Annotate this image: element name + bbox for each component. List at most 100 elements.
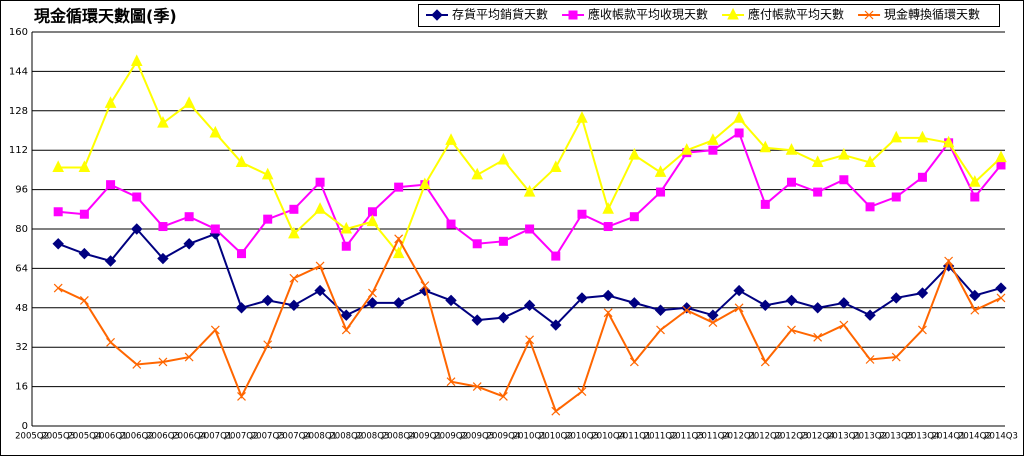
x-tick-label: 2010Q4 xyxy=(591,432,625,442)
legend-marker xyxy=(727,7,739,20)
legend-marker xyxy=(431,9,443,21)
data-point xyxy=(131,223,143,235)
data-point xyxy=(891,352,901,362)
data-point xyxy=(603,308,613,318)
data-point xyxy=(158,222,168,232)
data-point xyxy=(734,128,744,138)
x-tick-label: 2011Q4 xyxy=(696,432,730,442)
data-point xyxy=(813,187,823,197)
data-point xyxy=(315,261,325,271)
data-point xyxy=(551,406,561,416)
data-point xyxy=(368,288,377,298)
data-point xyxy=(106,180,116,190)
data-point xyxy=(760,199,770,209)
data-point xyxy=(656,187,666,197)
data-point xyxy=(498,392,508,401)
x-tick-label: 2014Q2 xyxy=(958,432,992,442)
data-point xyxy=(654,304,667,316)
x-tick-label: 2011Q1 xyxy=(617,432,651,442)
data-point xyxy=(235,155,248,168)
data-point xyxy=(471,314,483,326)
data-point xyxy=(210,325,220,335)
y-tick-label: 16 xyxy=(15,382,28,393)
data-point xyxy=(210,224,220,234)
data-point xyxy=(603,222,613,232)
data-point xyxy=(654,165,667,177)
data-point xyxy=(629,357,639,367)
data-point xyxy=(183,238,195,250)
data-point xyxy=(891,192,901,202)
data-point xyxy=(682,305,692,315)
data-point xyxy=(498,236,508,246)
data-point xyxy=(708,145,718,155)
data-point xyxy=(445,294,457,307)
data-point xyxy=(394,234,404,244)
y-tick-label: 128 xyxy=(9,106,28,117)
data-point xyxy=(577,387,587,396)
data-point xyxy=(340,309,352,321)
data-point xyxy=(104,96,117,108)
data-point xyxy=(996,293,1006,303)
x-tick-label: 2010Q2 xyxy=(539,432,573,442)
x-tick-label: 2013Q4 xyxy=(906,432,940,442)
data-point xyxy=(628,148,641,160)
data-point xyxy=(811,302,824,314)
legend-label: 應收帳款平均收現天數 xyxy=(588,7,708,22)
y-tick-label: 0 xyxy=(22,421,28,432)
data-point xyxy=(838,297,850,309)
data-point xyxy=(839,320,849,330)
data-point xyxy=(759,140,772,153)
data-point xyxy=(944,256,954,266)
data-point xyxy=(472,239,482,249)
data-point xyxy=(733,284,745,297)
data-point xyxy=(602,202,614,214)
data-point xyxy=(970,305,980,315)
data-point xyxy=(366,214,379,227)
data-point xyxy=(445,133,457,145)
data-point xyxy=(890,292,902,304)
y-tick-label: 160 xyxy=(9,27,28,38)
legend-label: 應付帳款平均天數 xyxy=(748,7,844,22)
x-tick-label: 2013Q1 xyxy=(827,432,861,442)
data-point xyxy=(707,133,719,145)
x-tick-label: 2006Q4 xyxy=(172,432,206,442)
data-point xyxy=(392,297,405,309)
x-tick-label: 2007Q3 xyxy=(251,432,285,442)
data-point xyxy=(183,96,195,108)
data-point xyxy=(917,172,927,182)
data-point xyxy=(995,282,1007,294)
data-point xyxy=(106,337,115,347)
data-point xyxy=(130,54,143,67)
x-tick-label: 2005Q4 xyxy=(68,432,102,442)
data-point xyxy=(158,357,168,367)
data-point xyxy=(629,212,639,222)
legend-marker xyxy=(864,10,874,20)
data-point xyxy=(104,255,117,267)
data-point xyxy=(549,160,562,172)
data-point xyxy=(918,325,927,335)
x-tick-label: 2006Q3 xyxy=(146,432,180,442)
data-point xyxy=(497,152,510,165)
data-point xyxy=(550,319,562,331)
data-point xyxy=(263,214,273,224)
data-point xyxy=(366,297,379,309)
data-point xyxy=(969,289,981,302)
data-point xyxy=(52,238,64,250)
y-tick-label: 48 xyxy=(15,303,28,314)
data-point xyxy=(656,325,665,335)
data-point xyxy=(576,292,588,304)
data-point xyxy=(785,143,798,155)
data-point xyxy=(942,135,955,148)
x-tick-label: 2008Q3 xyxy=(356,432,390,442)
data-point xyxy=(132,360,142,369)
data-point xyxy=(497,311,510,324)
data-point xyxy=(288,226,300,239)
data-point xyxy=(865,355,875,364)
data-point xyxy=(235,302,248,314)
data-point xyxy=(314,202,326,214)
data-point xyxy=(261,294,274,307)
x-tick-label: 2005Q3 xyxy=(41,432,75,442)
data-point xyxy=(525,335,535,345)
data-point xyxy=(314,284,326,297)
